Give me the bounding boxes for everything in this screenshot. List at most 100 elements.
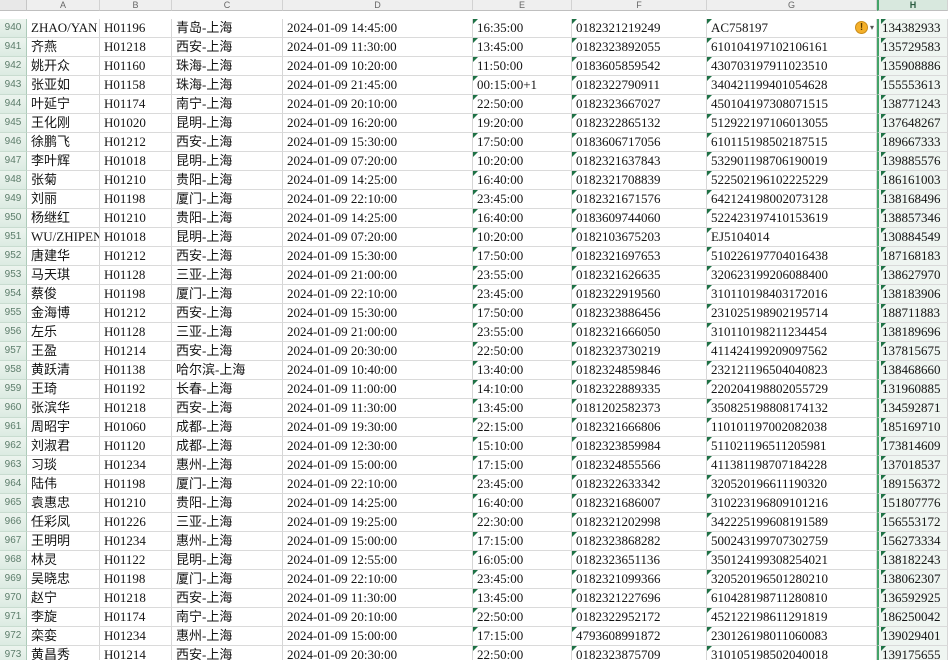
cell-f960[interactable]: 0181202582373 <box>572 399 707 418</box>
cell-b945[interactable]: H01020 <box>100 114 172 133</box>
cell-a945[interactable]: 王化刚 <box>27 114 100 133</box>
cell-g956[interactable]: 310110198211234454 <box>707 323 877 342</box>
cell-e948[interactable]: 16:40:00 <box>473 171 572 190</box>
cell-f947[interactable]: 0182321637843 <box>572 152 707 171</box>
cell-c968[interactable]: 昆明-上海 <box>172 551 283 570</box>
cell-b953[interactable]: H01128 <box>100 266 172 285</box>
cell-e958[interactable]: 13:40:00 <box>473 361 572 380</box>
cell-f963[interactable]: 0182324855566 <box>572 456 707 475</box>
cell-g961[interactable]: 110101197002082038 <box>707 418 877 437</box>
cell-e964[interactable]: 23:45:00 <box>473 475 572 494</box>
cell-e955[interactable]: 17:50:00 <box>473 304 572 323</box>
cell-f957[interactable]: 0182323730219 <box>572 342 707 361</box>
row-header-959[interactable]: 959 <box>0 380 27 399</box>
error-warning-icon[interactable]: ! <box>854 21 868 34</box>
cell-f964[interactable]: 0182322633342 <box>572 475 707 494</box>
cell-f961[interactable]: 0182321666806 <box>572 418 707 437</box>
cell-e956[interactable]: 23:55:00 <box>473 323 572 342</box>
row-header-941[interactable]: 941 <box>0 38 27 57</box>
cell-b959[interactable]: H01192 <box>100 380 172 399</box>
column-header-d[interactable]: D <box>283 0 473 11</box>
cell-h973[interactable]: 139175655 <box>877 646 948 660</box>
cell-h948[interactable]: 186161003 <box>877 171 948 190</box>
row-header-948[interactable]: 948 <box>0 171 27 190</box>
row-header-963[interactable]: 963 <box>0 456 27 475</box>
cell-a963[interactable]: 习琰 <box>27 456 100 475</box>
cell-f956[interactable]: 0182321666050 <box>572 323 707 342</box>
cell-c946[interactable]: 西安-上海 <box>172 133 283 152</box>
cell-h972[interactable]: 139029401 <box>877 627 948 646</box>
cell-f942[interactable]: 0183605859542 <box>572 57 707 76</box>
cell-g958[interactable]: 232121196504040823 <box>707 361 877 380</box>
cell-c955[interactable]: 西安-上海 <box>172 304 283 323</box>
cell-a955[interactable]: 金海博 <box>27 304 100 323</box>
row-header-951[interactable]: 951 <box>0 228 27 247</box>
cell-g947[interactable]: 532901198706190019 <box>707 152 877 171</box>
cell-a950[interactable]: 杨继红 <box>27 209 100 228</box>
cell-c949[interactable]: 厦门-上海 <box>172 190 283 209</box>
row-header-945[interactable]: 945 <box>0 114 27 133</box>
cell-d943[interactable]: 2024-01-09 21:45:00 <box>283 76 473 95</box>
row-header-954[interactable]: 954 <box>0 285 27 304</box>
cell-g962[interactable]: 511021196511205981 <box>707 437 877 456</box>
cell-d962[interactable]: 2024-01-09 12:30:00 <box>283 437 473 456</box>
cell-c956[interactable]: 三亚-上海 <box>172 323 283 342</box>
cell-e954[interactable]: 23:45:00 <box>473 285 572 304</box>
cell-c952[interactable]: 西安-上海 <box>172 247 283 266</box>
row-header-956[interactable]: 956 <box>0 323 27 342</box>
cell-d951[interactable]: 2024-01-09 07:20:00 <box>283 228 473 247</box>
cell-c963[interactable]: 惠州-上海 <box>172 456 283 475</box>
cell-g954[interactable]: 310110198403172016 <box>707 285 877 304</box>
cell-c943[interactable]: 珠海-上海 <box>172 76 283 95</box>
column-header-c[interactable]: C <box>172 0 283 11</box>
cell-d942[interactable]: 2024-01-09 10:20:00 <box>283 57 473 76</box>
cell-c964[interactable]: 厦门-上海 <box>172 475 283 494</box>
cell-a952[interactable]: 唐建华 <box>27 247 100 266</box>
cell-d966[interactable]: 2024-01-09 19:25:00 <box>283 513 473 532</box>
cell-g972[interactable]: 230126198011060083 <box>707 627 877 646</box>
cell-b963[interactable]: H01234 <box>100 456 172 475</box>
cell-e973[interactable]: 22:50:00 <box>473 646 572 660</box>
cell-c962[interactable]: 成都-上海 <box>172 437 283 456</box>
cell-h969[interactable]: 138062307 <box>877 570 948 589</box>
cell-f945[interactable]: 0182322865132 <box>572 114 707 133</box>
cell-f940[interactable]: 0182321219249 <box>572 19 707 38</box>
row-header-973[interactable]: 973 <box>0 646 27 660</box>
cell-c969[interactable]: 厦门-上海 <box>172 570 283 589</box>
cell-d949[interactable]: 2024-01-09 22:10:00 <box>283 190 473 209</box>
column-header-g[interactable]: G <box>707 0 877 11</box>
cell-f967[interactable]: 0182323868282 <box>572 532 707 551</box>
cell-d956[interactable]: 2024-01-09 21:00:00 <box>283 323 473 342</box>
cell-h958[interactable]: 138468660 <box>877 361 948 380</box>
cell-d940[interactable]: 2024-01-09 14:45:00 <box>283 19 473 38</box>
cell-d972[interactable]: 2024-01-09 15:00:00 <box>283 627 473 646</box>
cell-a968[interactable]: 林灵 <box>27 551 100 570</box>
cell-g963[interactable]: 411381198707184228 <box>707 456 877 475</box>
cell-c966[interactable]: 三亚-上海 <box>172 513 283 532</box>
column-header-h[interactable]: H <box>877 0 948 11</box>
cell-f971[interactable]: 0182322952172 <box>572 608 707 627</box>
cell-b966[interactable]: H01226 <box>100 513 172 532</box>
cell-f962[interactable]: 0182323859984 <box>572 437 707 456</box>
cell-g964[interactable]: 320520196611190320 <box>707 475 877 494</box>
row-header-964[interactable]: 964 <box>0 475 27 494</box>
cell-d971[interactable]: 2024-01-09 20:10:00 <box>283 608 473 627</box>
cell-d952[interactable]: 2024-01-09 15:30:00 <box>283 247 473 266</box>
cell-e947[interactable]: 10:20:00 <box>473 152 572 171</box>
cell-e961[interactable]: 22:15:00 <box>473 418 572 437</box>
cell-g942[interactable]: 430703197911023510 <box>707 57 877 76</box>
cell-g967[interactable]: 500243199707302759 <box>707 532 877 551</box>
cell-d968[interactable]: 2024-01-09 12:55:00 <box>283 551 473 570</box>
cell-f944[interactable]: 0182323667027 <box>572 95 707 114</box>
cell-f966[interactable]: 0182321202998 <box>572 513 707 532</box>
cell-a954[interactable]: 蔡俊 <box>27 285 100 304</box>
cell-h945[interactable]: 137648267 <box>877 114 948 133</box>
cell-h956[interactable]: 138189696 <box>877 323 948 342</box>
cell-g946[interactable]: 610115198502187515 <box>707 133 877 152</box>
cell-b954[interactable]: H01198 <box>100 285 172 304</box>
cell-b955[interactable]: H01212 <box>100 304 172 323</box>
cell-h942[interactable]: 135908886 <box>877 57 948 76</box>
cell-b943[interactable]: H01158 <box>100 76 172 95</box>
cell-g970[interactable]: 610428198711280810 <box>707 589 877 608</box>
cell-c973[interactable]: 西安-上海 <box>172 646 283 660</box>
